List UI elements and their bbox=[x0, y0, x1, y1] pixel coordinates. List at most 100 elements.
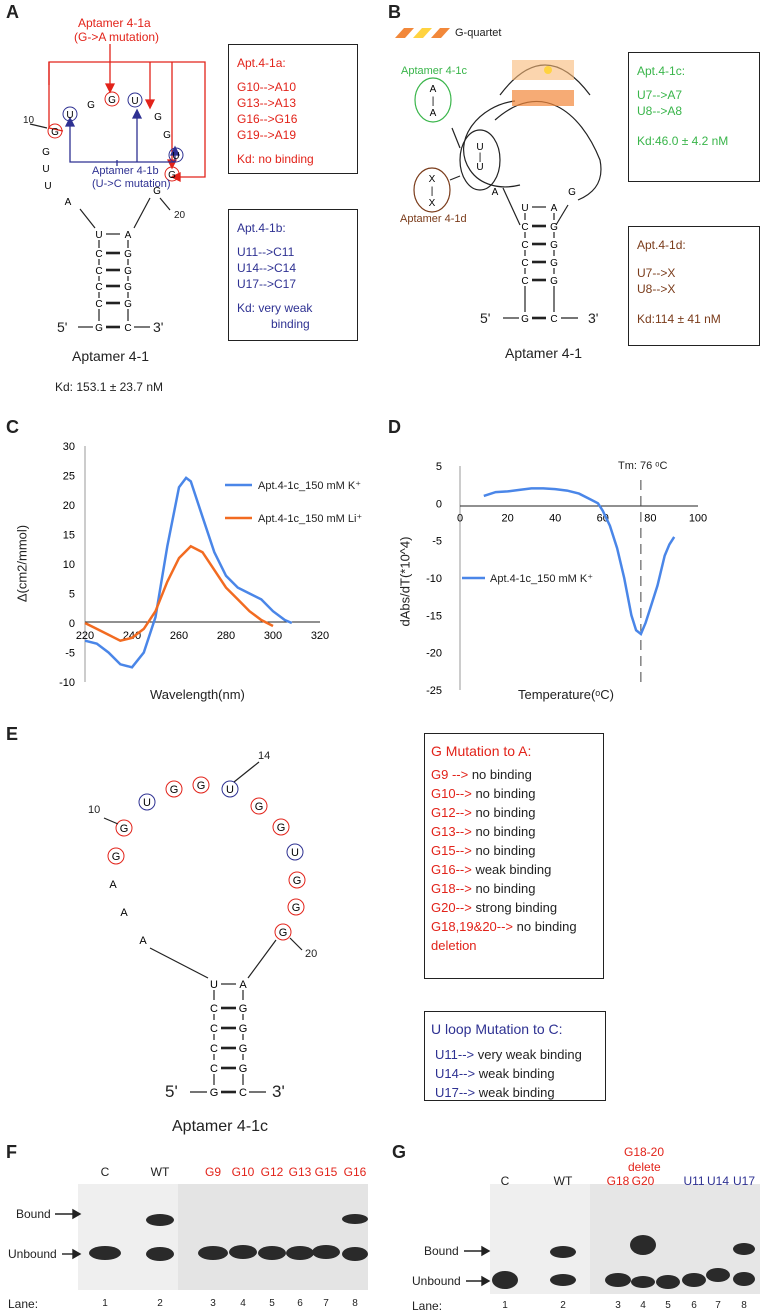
aptamer-4-1a-subtitle: (G->A mutation) bbox=[74, 30, 160, 44]
mutation-row: G20--> strong binding bbox=[431, 898, 597, 917]
svg-text:A: A bbox=[125, 230, 132, 241]
svg-text:C: C bbox=[210, 1023, 218, 1035]
mutation-row: U14--> weak binding bbox=[431, 1064, 599, 1083]
box-title: Apt.4-1b: bbox=[237, 221, 286, 235]
svg-text:U: U bbox=[521, 203, 528, 214]
svg-text:G: G bbox=[239, 1043, 248, 1055]
mutation-result: no binding bbox=[471, 824, 536, 839]
y-tick-label: 5 bbox=[436, 461, 442, 473]
u-mutation-info-box: U loop Mutation to C: U11--> very weak b… bbox=[424, 1011, 606, 1101]
nucleotide-number-10: 10 bbox=[88, 804, 101, 816]
five-prime-end: 5' bbox=[480, 310, 491, 326]
bound-label: Bound bbox=[16, 1207, 51, 1221]
svg-text:U: U bbox=[476, 162, 483, 173]
svg-text:C: C bbox=[521, 258, 528, 269]
mutation-key: G13--> bbox=[431, 824, 472, 839]
lane-number: 6 bbox=[297, 1298, 303, 1309]
mutation-row: U17--> weak binding bbox=[431, 1083, 599, 1102]
y-tick-label: -5 bbox=[432, 536, 442, 548]
g-mutation-info-box: G Mutation to A: G9 --> no binding G10-->… bbox=[424, 733, 604, 979]
three-prime-end: 3' bbox=[153, 319, 164, 335]
box-line: U8-->A8 bbox=[637, 104, 683, 118]
x-tick-label: 100 bbox=[689, 512, 707, 524]
box-line: G10-->A10 bbox=[237, 80, 297, 94]
mutation-result: no binding bbox=[468, 767, 532, 782]
svg-text:C: C bbox=[239, 1087, 247, 1099]
svg-text:U: U bbox=[42, 164, 49, 175]
x-tick-label: 260 bbox=[170, 630, 188, 642]
tm-annotation: Tm: 76 ᵒC bbox=[618, 460, 668, 472]
svg-text:G: G bbox=[239, 1063, 248, 1075]
mutation-key: U14--> bbox=[435, 1066, 476, 1081]
legend-label-k: Apt.4-1c_150 mM K⁺ bbox=[258, 480, 362, 492]
panel-label-c: C bbox=[6, 417, 19, 437]
svg-text:G: G bbox=[255, 801, 264, 813]
svg-text:C: C bbox=[95, 266, 102, 277]
svg-text:G: G bbox=[521, 314, 529, 325]
svg-text:G: G bbox=[87, 100, 95, 111]
lane-number: 2 bbox=[560, 1300, 566, 1311]
lane-number: 3 bbox=[615, 1300, 621, 1311]
gel-image-g bbox=[490, 1184, 760, 1294]
svg-text:G: G bbox=[124, 266, 132, 277]
box-kd: Kd:114 ± 41 nM bbox=[637, 312, 721, 326]
mutation-key: U11--> bbox=[435, 1047, 475, 1062]
mutation-row: G15--> no binding bbox=[431, 841, 597, 860]
box-title: Apt.4-1a: bbox=[237, 56, 286, 70]
svg-text:C: C bbox=[95, 282, 102, 293]
mutation-result: strong binding bbox=[471, 900, 558, 915]
svg-text:G: G bbox=[293, 875, 302, 887]
gel-image-f bbox=[78, 1184, 368, 1290]
svg-text:G: G bbox=[279, 927, 288, 939]
legend-label-k: Apt.4-1c_150 mM K⁺ bbox=[490, 573, 594, 585]
nucleotide-number-20: 20 bbox=[305, 948, 318, 960]
three-prime-end: 3' bbox=[272, 1082, 285, 1101]
aptamer-4-1a-title: Aptamer 4-1a bbox=[78, 16, 151, 30]
mutation-row: G16--> weak binding bbox=[431, 860, 597, 879]
five-prime-end: 5' bbox=[165, 1082, 178, 1101]
mutation-result: weak binding bbox=[475, 1085, 555, 1100]
aptamer-name: Aptamer 4-1 bbox=[72, 348, 150, 364]
x-tick-label: 80 bbox=[644, 512, 656, 524]
lane-header: G10 bbox=[231, 1165, 255, 1179]
svg-text:G: G bbox=[568, 187, 576, 198]
lane-number: 6 bbox=[691, 1300, 697, 1311]
box-kd: Kd:46.0 ± 4.2 nM bbox=[637, 134, 729, 148]
aptamer-name: Aptamer 4-1 bbox=[505, 345, 583, 361]
aptamer-4-1c-label: Aptamer 4-1c bbox=[401, 65, 468, 77]
x-tick-label: 20 bbox=[501, 512, 513, 524]
svg-text:C: C bbox=[210, 1003, 218, 1015]
nucleotide-number-20: 20 bbox=[174, 210, 186, 221]
lane-header: G18 bbox=[606, 1174, 630, 1188]
svg-text:U: U bbox=[226, 784, 234, 796]
y-tick-label: 30 bbox=[63, 441, 75, 453]
svg-text:G: G bbox=[163, 130, 171, 141]
svg-text:G: G bbox=[197, 780, 206, 792]
svg-text:U: U bbox=[476, 142, 483, 153]
lane-number: 2 bbox=[157, 1298, 163, 1309]
x-tick-label: 40 bbox=[549, 512, 561, 524]
svg-text:G: G bbox=[42, 147, 50, 158]
mutation-result: no binding bbox=[471, 881, 536, 896]
box-line: U17-->C17 bbox=[237, 277, 297, 291]
mutation-key: G10--> bbox=[431, 786, 472, 801]
lane-label: Lane: bbox=[8, 1297, 39, 1311]
x-axis-label: Temperature(ᵒC) bbox=[518, 687, 614, 702]
svg-text:U: U bbox=[95, 230, 102, 241]
svg-text:G: G bbox=[550, 276, 558, 287]
nucleotide-number-14: 14 bbox=[258, 750, 271, 762]
svg-text:G: G bbox=[277, 822, 286, 834]
x-tick-label: 280 bbox=[217, 630, 235, 642]
svg-text:G: G bbox=[154, 112, 162, 123]
box-kd: Kd: very weak bbox=[237, 301, 313, 315]
y-tick-label: -10 bbox=[59, 677, 75, 689]
mutation-row: G18,19&20--> no binding bbox=[431, 917, 597, 936]
mutation-result: weak binding bbox=[471, 862, 552, 877]
unbound-label: Unbound bbox=[8, 1247, 57, 1261]
gel-lanes-bg bbox=[590, 1184, 760, 1294]
lane-header: WT bbox=[150, 1165, 170, 1179]
mutation-result: weak binding bbox=[475, 1066, 555, 1081]
y-tick-label: -25 bbox=[426, 685, 442, 697]
panel-label-g: G bbox=[392, 1142, 407, 1162]
